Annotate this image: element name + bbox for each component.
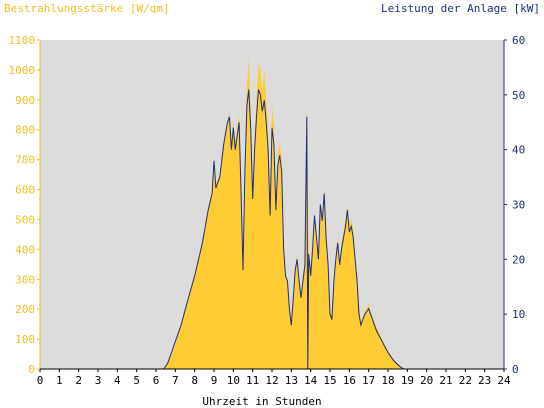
- x-tick-label: 10: [227, 374, 240, 387]
- x-tick-label: 18: [381, 374, 394, 387]
- left-tick-label: 200: [15, 303, 35, 316]
- x-tick-label: 8: [191, 374, 198, 387]
- left-tick-label: 100: [15, 333, 35, 346]
- right-axis-title: Leistung der Anlage [kW]: [381, 2, 540, 15]
- right-tick-label: 40: [512, 144, 525, 157]
- x-tick-label: 12: [265, 374, 278, 387]
- series-irradiance-area: [40, 57, 504, 370]
- x-tick-label: 1: [56, 374, 63, 387]
- x-tick-label: 3: [95, 374, 102, 387]
- x-tick-label: 7: [172, 374, 179, 387]
- right-tick-label: 50: [512, 89, 525, 102]
- left-tick-label: 1100: [9, 34, 36, 47]
- x-tick-label: 21: [439, 374, 452, 387]
- x-tick-label: 24: [497, 374, 511, 387]
- x-tick-label: 22: [459, 374, 472, 387]
- series-power-line: [40, 89, 504, 370]
- x-tick-label: 17: [362, 374, 375, 387]
- left-tick-label: 700: [15, 154, 35, 167]
- left-y-ticks: 0 100 200 300 400 500 600 700 800 900 1000 1100: [9, 34, 40, 376]
- x-tick-label: 19: [401, 374, 414, 387]
- x-tick-label: 13: [285, 374, 298, 387]
- x-tick-label: 6: [153, 374, 160, 387]
- right-tick-label: 30: [512, 199, 525, 212]
- x-tick-label: 0: [37, 374, 44, 387]
- right-tick-label: 20: [512, 253, 525, 266]
- x-tick-label: 23: [478, 374, 491, 387]
- left-tick-label: 400: [15, 243, 35, 256]
- x-tick-label: 9: [211, 374, 218, 387]
- x-tick-label: 4: [114, 374, 121, 387]
- right-tick-label: 10: [512, 308, 525, 321]
- x-tick-label: 5: [133, 374, 140, 387]
- x-tick-label: 2: [75, 374, 82, 387]
- right-tick-label: 0: [512, 363, 519, 376]
- left-tick-label: 600: [15, 184, 35, 197]
- left-tick-label: 500: [15, 213, 35, 226]
- x-axis-title: Uhrzeit in Stunden: [202, 395, 321, 408]
- left-tick-label: 300: [15, 273, 35, 286]
- left-axis-title: Bestrahlungsstärke [W/qm]: [4, 2, 170, 15]
- left-tick-label: 0: [28, 363, 35, 376]
- x-tick-label: 16: [343, 374, 356, 387]
- x-tick-label: 14: [304, 374, 318, 387]
- x-tick-label: 15: [323, 374, 336, 387]
- right-y-ticks: 0 10 20 30 40 50 60: [504, 34, 525, 376]
- left-tick-label: 900: [15, 94, 35, 107]
- x-ticks: 0 1 2 3 4 5 6 7 8 9 10 11 12 13 14 15 16 17 18 19 20 21 22 23 24: [37, 369, 511, 387]
- right-tick-label: 60: [512, 34, 525, 47]
- x-tick-label: 20: [420, 374, 433, 387]
- left-tick-label: 1000: [9, 64, 36, 77]
- left-tick-label: 800: [15, 124, 35, 137]
- x-tick-label: 11: [246, 374, 259, 387]
